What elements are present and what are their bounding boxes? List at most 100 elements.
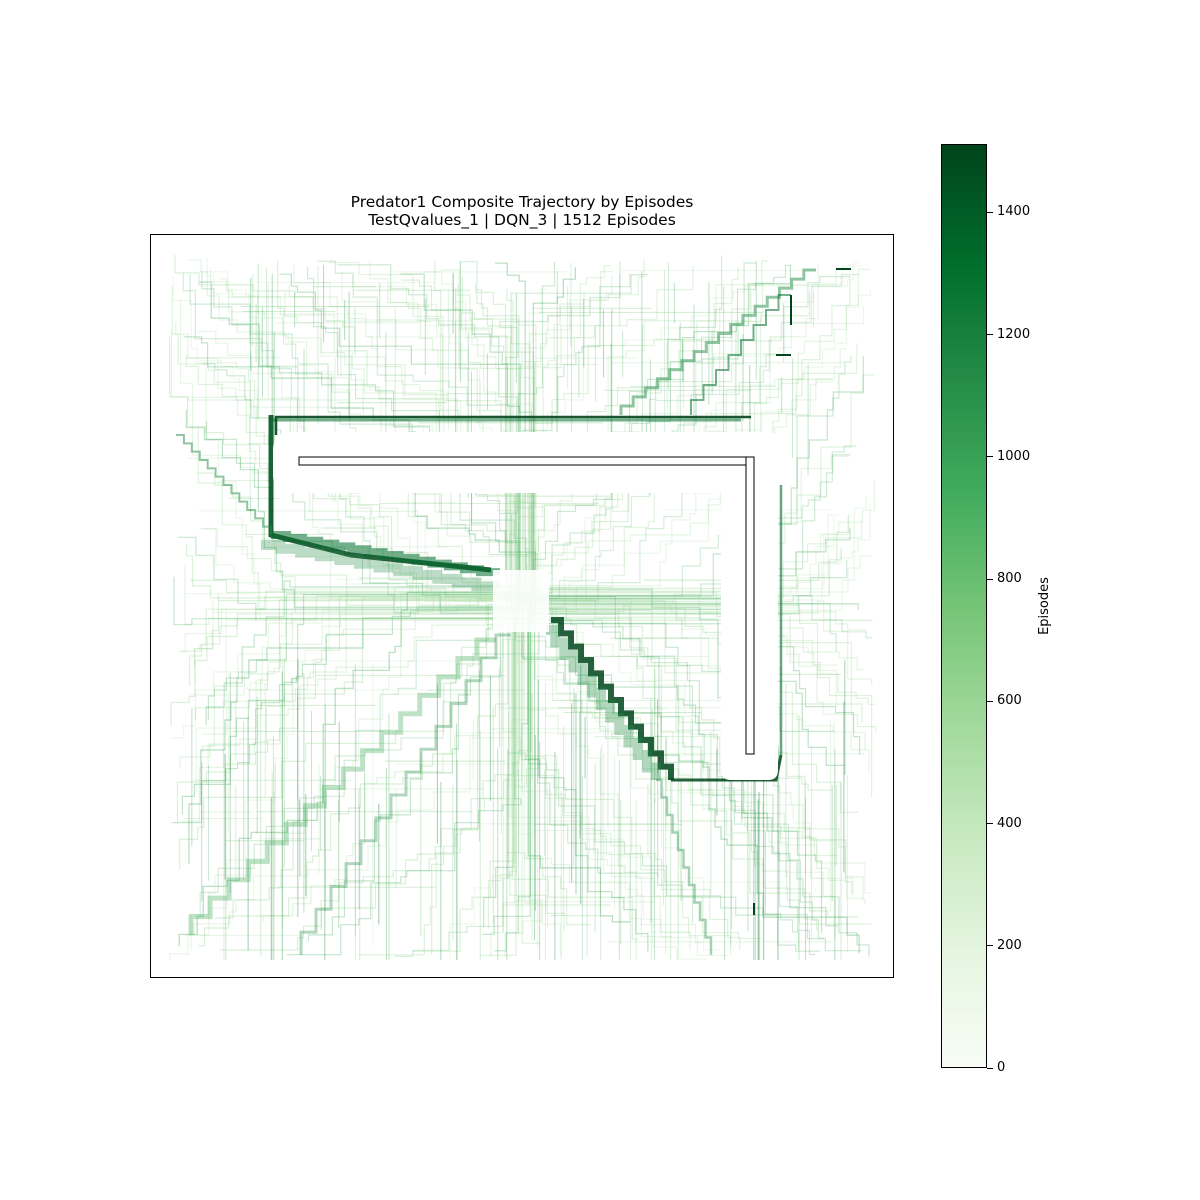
trajectory-trace: [394, 620, 510, 957]
trajectory-trace: [173, 576, 528, 626]
trajectory-trace: [517, 261, 556, 604]
trajectory-trace: [502, 587, 732, 954]
trajectory-trace: [520, 609, 833, 791]
trajectory-trace: [317, 260, 510, 598]
colorbar-tick: [987, 823, 993, 825]
trajectory-trace: [183, 336, 521, 589]
dominant-path: [274, 415, 751, 435]
colorbar-tick: [987, 456, 993, 458]
trajectory-trace: [505, 599, 872, 925]
trajectory-trace: [185, 543, 529, 599]
trajectory-trace: [205, 368, 531, 621]
trajectory-trace: [514, 608, 839, 857]
trajectory-trace: [526, 612, 672, 938]
colorbar-tick-label: 1400: [997, 204, 1031, 220]
trajectory-trace: [532, 264, 792, 608]
trajectory-trace: [482, 592, 531, 935]
trajectory-trace: [176, 595, 526, 825]
colorbar-tick-label: 400: [997, 815, 1022, 831]
trajectory-trace: [199, 591, 537, 917]
trajectory-trace: [196, 472, 509, 606]
trajectory-trace: [169, 605, 530, 960]
trajectory-trace: [205, 580, 519, 725]
trajectory-trace: [171, 594, 514, 824]
trajectory-trace: [527, 620, 763, 940]
colorbar: [941, 144, 987, 1068]
trajectory-trace: [499, 261, 621, 604]
trajectory-trace: [515, 274, 648, 611]
dominant-path: [299, 633, 511, 955]
trajectory-trace: [521, 381, 834, 587]
trajectory-trace: [532, 267, 576, 592]
trajectory-trace: [518, 624, 561, 955]
dominant-path: [269, 418, 741, 535]
trajectory-trace: [184, 564, 527, 625]
wall-clearance: [273, 432, 778, 780]
trajectory-trace: [171, 611, 514, 739]
trajectory-trace: [510, 603, 859, 610]
trajectory-trace: [401, 279, 535, 623]
trajectory-trace: [220, 278, 545, 597]
trajectory-trace: [504, 595, 854, 897]
trajectory-trace: [288, 284, 536, 609]
trajectory-trace: [509, 595, 565, 932]
trajectory-trace: [196, 592, 527, 936]
trajectory-trace: [189, 274, 533, 617]
dominant-path: [271, 531, 500, 577]
trajectory-trace: [205, 421, 543, 614]
trajectory-trace: [177, 536, 538, 622]
trajectory-trace: [515, 305, 865, 619]
dominant-path: [188, 637, 496, 935]
trajectory-trace: [190, 595, 522, 951]
trajectory-trace: [207, 599, 521, 768]
trajectory-trace: [505, 266, 837, 592]
trajectory-trace: [352, 274, 534, 605]
trajectory-trace: [262, 609, 534, 922]
trajectory-trace: [516, 583, 818, 931]
trajectory-trace: [178, 591, 510, 947]
colorbar-tick-label: 800: [997, 571, 1022, 587]
trajectory-trace: [517, 258, 645, 601]
trajectory-trace: [449, 611, 535, 960]
dominant-path: [261, 540, 501, 592]
trajectory-trace: [528, 598, 871, 894]
trajectory-trace: [452, 272, 520, 615]
trajectory-trace: [190, 610, 509, 696]
trajectory-trace: [284, 292, 537, 599]
colorbar-tick: [987, 211, 993, 213]
trajectory-trace: [518, 265, 694, 602]
dominant-path: [551, 617, 674, 780]
trajectory-trace: [190, 579, 521, 593]
trajectory-trace: [197, 428, 511, 610]
trajectory-trace: [509, 596, 870, 957]
trajectory-trace: [510, 275, 632, 612]
trajectory-trace: [512, 607, 825, 939]
trajectory-trace: [286, 600, 522, 956]
trajectory-trace: [181, 592, 530, 822]
trajectory-trace: [510, 589, 728, 956]
trajectory-trace: [507, 519, 863, 599]
colorbar-tick-label: 1200: [997, 326, 1031, 342]
trajectory-trace: [494, 596, 531, 952]
trajectory-trace: [537, 275, 851, 600]
plot-area: [150, 234, 894, 978]
colorbar-tick: [987, 945, 993, 947]
trajectory-trace: [514, 577, 833, 609]
trajectory-trace: [527, 615, 631, 923]
trajectory-trace: [527, 590, 691, 951]
spawn-region: [493, 570, 549, 632]
trajectory-trace: [483, 603, 515, 928]
trajectory-trace: [193, 594, 513, 667]
trajectory-trace: [506, 600, 591, 926]
trajectory-trace: [199, 528, 530, 613]
trajectory-trace: [535, 618, 835, 842]
trajectory-trace: [526, 588, 702, 944]
trajectory-trace: [341, 271, 517, 620]
trajectory-trace: [521, 587, 870, 774]
trajectory-trace: [194, 600, 519, 685]
dominant-path: [176, 434, 272, 535]
colorbar-tick: [987, 700, 993, 702]
trajectory-trace: [188, 617, 525, 864]
trajectory-trace: [504, 603, 542, 958]
